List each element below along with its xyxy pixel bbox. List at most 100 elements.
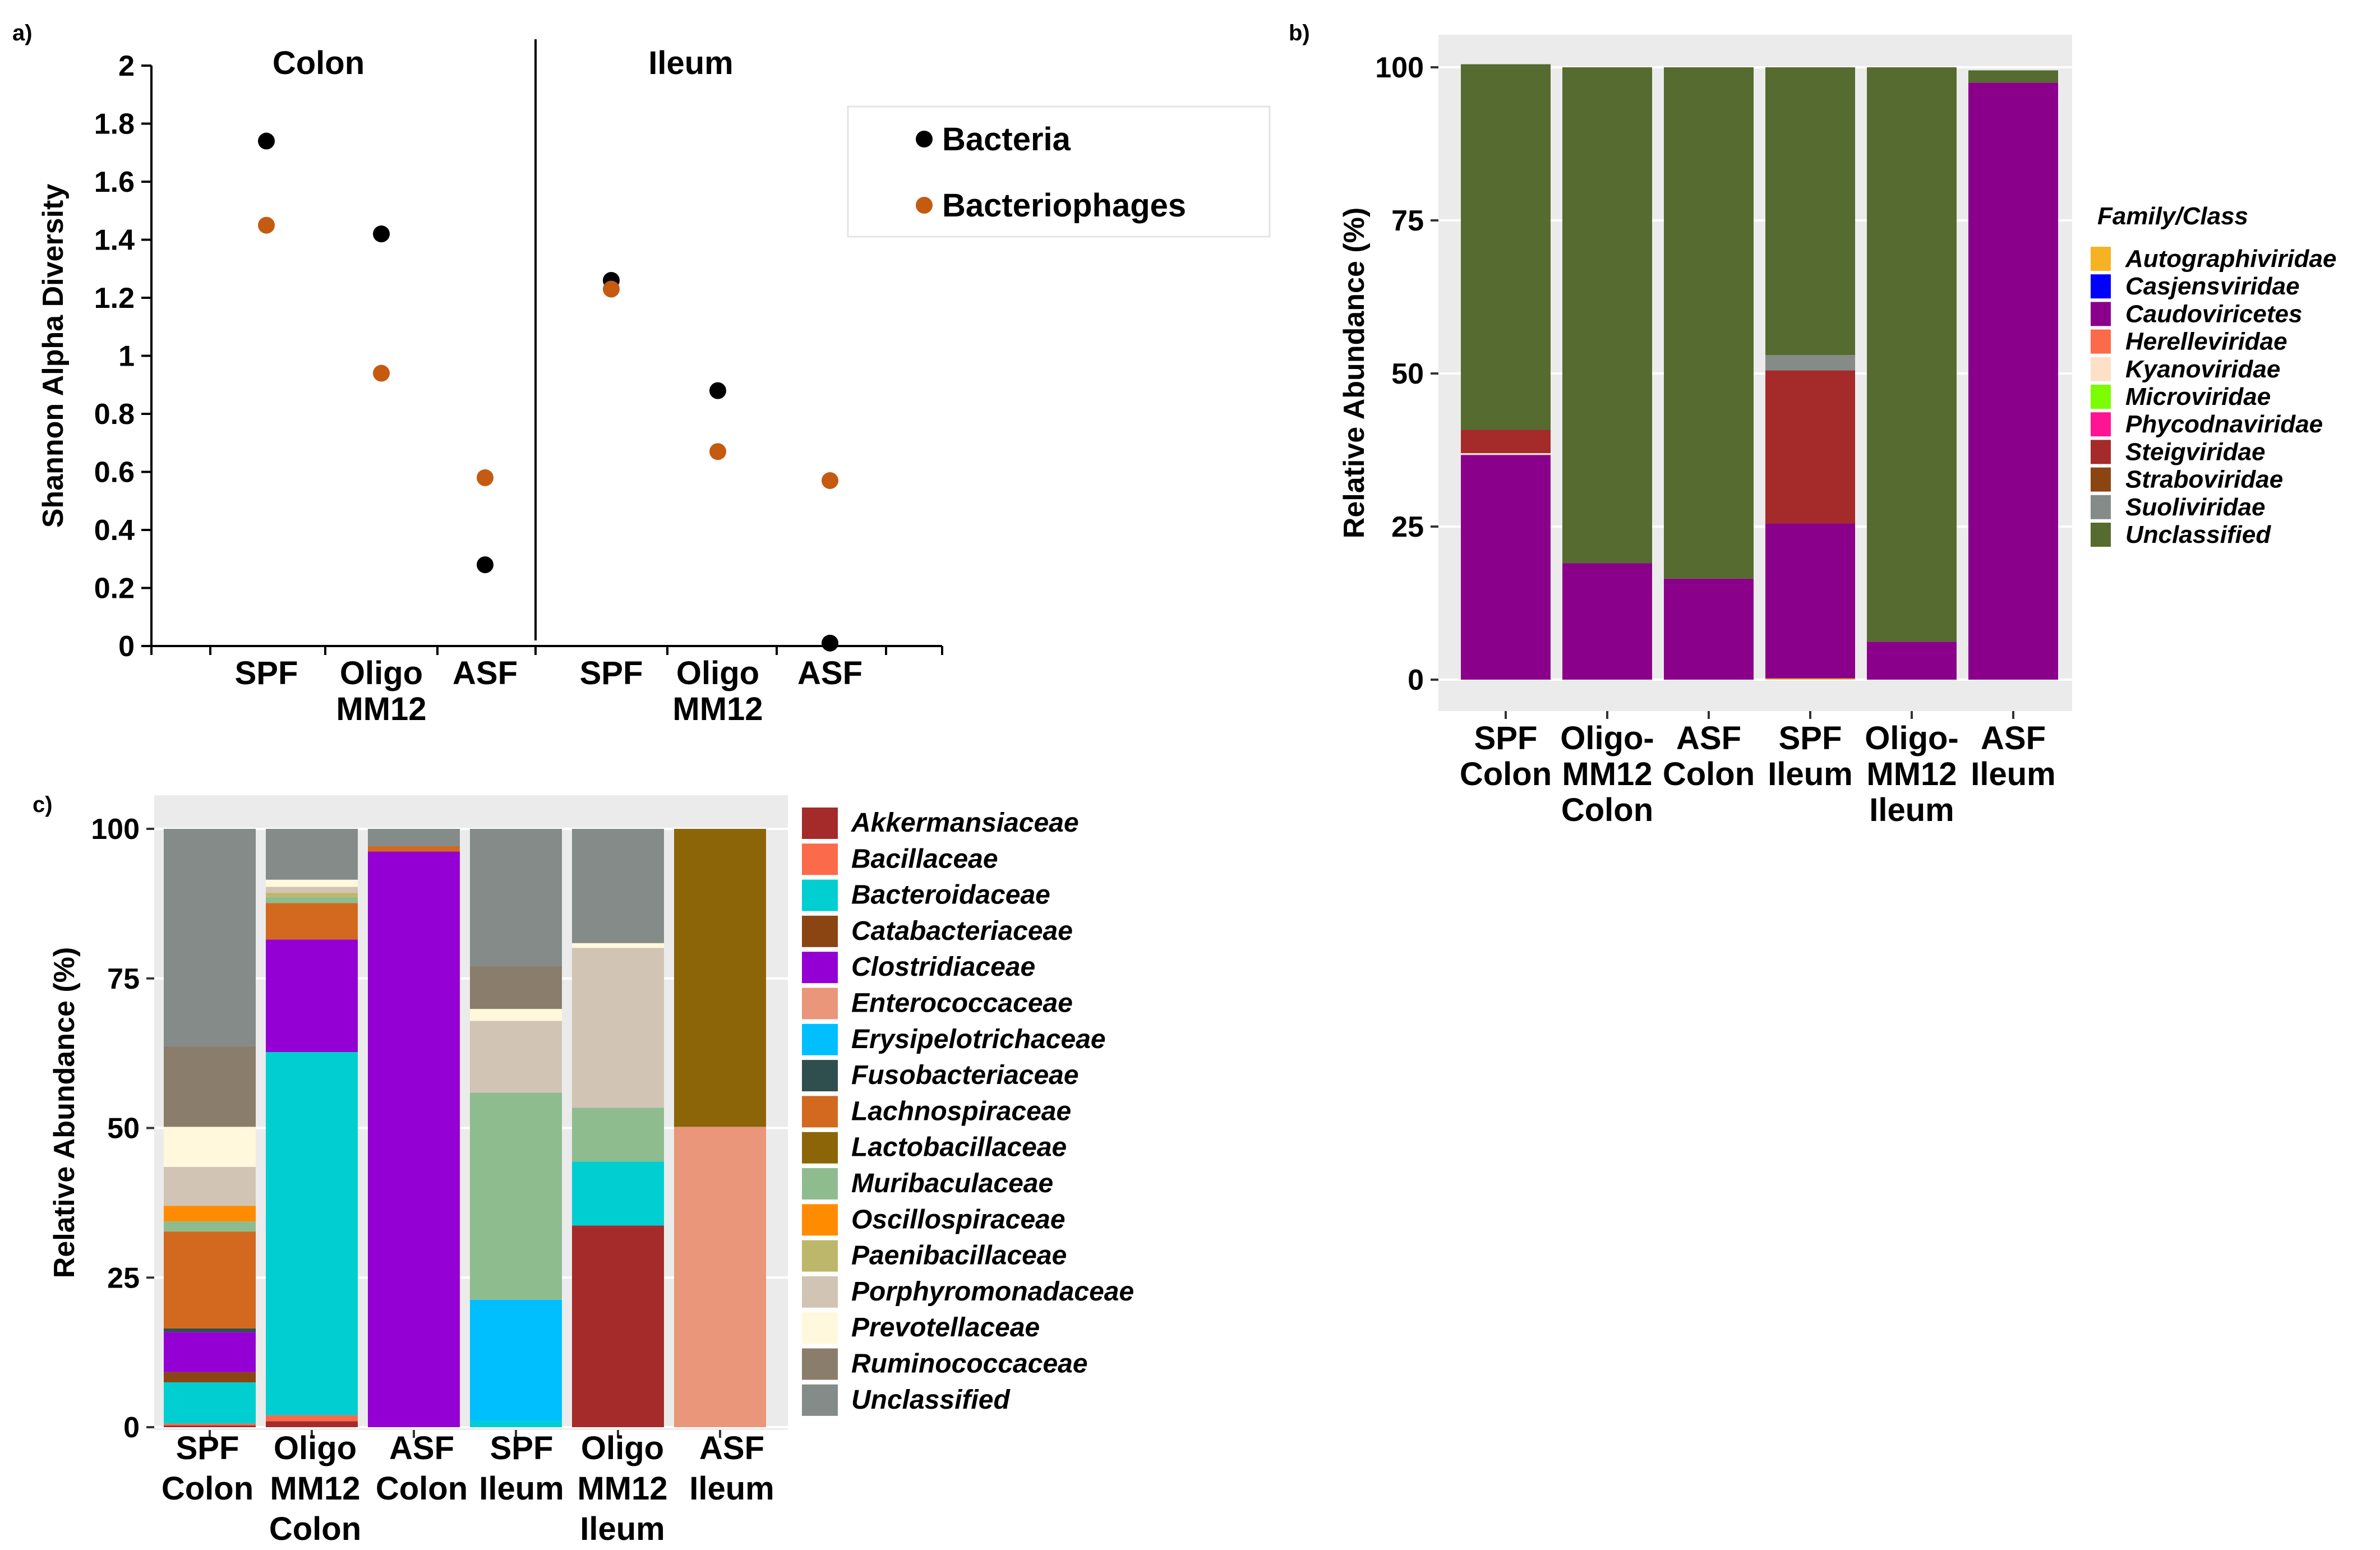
panel-b-y-axis-title: Relative Abundance (%): [1338, 207, 1371, 538]
panel-a-point-bacteriophages: [477, 469, 493, 486]
panel-b-bar-segment-unclassified: [1765, 67, 1855, 356]
panel-c-legend-label: Lachnospiraceae: [851, 1096, 1071, 1126]
panel-c-legend-label: Bacteroidaceae: [851, 880, 1050, 910]
panel-a-category-label: ASF: [453, 655, 518, 691]
panel-b-legend-swatch: [2091, 412, 2111, 437]
panel-c-category-label: Oligo: [274, 1430, 357, 1466]
panel-a-point-bacteria: [258, 132, 275, 150]
panel-c-bar-segment-catabacteriaceae: [164, 1372, 256, 1382]
panel-a-y-tick-label: 1.2: [94, 282, 135, 315]
panel-c-bar-segment-akkermansiaceae: [164, 1425, 256, 1427]
panel-c-bar-segment-paenibacillaceae: [266, 893, 358, 897]
panel-c-legend-label: Fusobacteriaceae: [851, 1060, 1079, 1090]
panel-b-bar-segment-autographiviridae: [1765, 678, 1855, 680]
panel-b-label: b): [1289, 21, 1310, 45]
panel-c-category-label: Ileum: [580, 1511, 665, 1547]
panel-a-point-bacteria: [709, 382, 726, 399]
panel-b-legend-swatch: [2091, 440, 2111, 464]
panel-b-bar-segment-unclassified: [1461, 64, 1551, 430]
panel-b-bar-segment-caudoviricetes: [1461, 455, 1551, 680]
panel-c-bar-segment-lachnospiraceae: [368, 846, 460, 852]
panel-c-legend-label: Ruminococcaceae: [851, 1349, 1088, 1379]
panel-b-legend-label: Steigviridae: [2125, 438, 2265, 465]
panel-a-y-tick-label: 0.6: [94, 456, 135, 489]
panel-c-bar-segment-lactobacillaceae: [674, 829, 766, 1127]
panel-c-legend-swatch: [802, 988, 838, 1020]
panel-c-legend-label: Catabacteriaceae: [851, 916, 1073, 946]
panel-c-bar-segment-unclassified: [164, 829, 256, 1046]
panel-c-category-label: MM12: [270, 1470, 360, 1507]
panel-c-legend-label: Porphyromonadaceae: [851, 1277, 1134, 1307]
panel-a-point-bacteriophages: [603, 280, 620, 298]
panel-b-bar-segment-steigviridae: [1765, 370, 1855, 524]
panel-b-legend-label: Kyanoviridae: [2125, 356, 2280, 383]
panel-c-legend-swatch: [802, 952, 838, 984]
panel-a-legend-box: [847, 105, 1271, 238]
panel-b-category-label: Ileum: [1869, 792, 1954, 828]
panel-b-legend-label: Suoliviridae: [2125, 493, 2265, 521]
panel-c-bar-segment-ruminococcaceae: [164, 1046, 256, 1127]
panel-c-bar-segment-prevotellaceae: [164, 1127, 256, 1167]
panel-c-bar-segment-fusobacteriaceae: [164, 1328, 256, 1332]
panel-c-bar-segment-prevotellaceae: [266, 879, 358, 887]
panel-c-bar-segment-porphyromonadaceae: [164, 1166, 256, 1206]
panel-c-category-label: SPF: [176, 1430, 239, 1466]
panel-c-category-label: SPF: [490, 1430, 554, 1466]
panel-c-bar-segment-clostridiaceae: [266, 939, 358, 1052]
panel-c-legend-swatch: [802, 879, 838, 911]
panel-b-y-tick-label: 50: [1391, 358, 1424, 390]
panel-b-category-label: Ileum: [1971, 756, 2056, 792]
panel-b-category-label: Colon: [1460, 756, 1552, 792]
panel-a-category-label: Oligo: [676, 655, 759, 691]
panel-c-bar-segment-muribaculaceae: [470, 1092, 562, 1300]
panel-c-bar-segment-clostridiaceae: [368, 851, 460, 1427]
panel-c-bar-segment-erysipelotrichaceae: [470, 1299, 562, 1422]
panel-c-bar-segment-porphyromonadaceae: [572, 948, 664, 1108]
panel-b-category-label: Colon: [1663, 756, 1755, 792]
panel-a-category-label: SPF: [580, 655, 643, 691]
panel-a-y-tick-label: 1: [118, 340, 135, 373]
panel-c-bar-segment-enterococcaceae: [674, 1127, 766, 1427]
panel-c-bar-segment-unclassified: [266, 829, 358, 880]
panel-c-legend-swatch: [802, 1240, 838, 1272]
panel-c-legend-label: Paenibacillaceae: [851, 1241, 1067, 1271]
panel-c-category-label: ASF: [699, 1430, 764, 1466]
panel-b-bar-segment-unclassified: [1562, 67, 1652, 564]
panel-b-legend-label: Straboviridae: [2125, 466, 2283, 493]
panel-a-y-tick-label: 1.6: [94, 166, 135, 199]
panel-a-y-tick-label: 0: [118, 630, 135, 663]
panel-b-legend-label: Caudoviricetes: [2125, 300, 2302, 327]
panel-c-legend-swatch: [802, 1060, 838, 1092]
panel-c-bar-segment-unclassified: [368, 829, 460, 846]
panel-c-bar-segment-lachnospiraceae: [266, 903, 358, 940]
panel-b-category-label: Oligo-: [1560, 720, 1654, 756]
panel-b-bar-segment-caudoviricetes: [1562, 563, 1652, 680]
panel-c-category-label: Oligo: [581, 1430, 664, 1466]
panel-b-bar-segment-caudoviricetes: [1765, 523, 1855, 679]
panel-c-bar-segment-bacillaceae: [266, 1415, 358, 1422]
panel-c-legend-label: Erysipelotrichaceae: [851, 1025, 1106, 1054]
panel-c-bar-segment-clostridiaceae: [164, 1332, 256, 1372]
panel-c-bar-segment-muribaculaceae: [266, 897, 358, 903]
panel-c-legend-swatch: [802, 1276, 838, 1308]
panel-b-legend-swatch: [2091, 385, 2111, 409]
panel-c-category-label: Ileum: [689, 1470, 774, 1507]
panel-b-category-label: SPF: [1474, 720, 1538, 756]
panel-c-category-label: Colon: [269, 1511, 361, 1547]
panel-c-bar-segment-bacteroidaceae: [470, 1421, 562, 1427]
panel-b-legend-swatch: [2091, 495, 2111, 519]
panel-c-bar-segment-bacillaceae: [164, 1423, 256, 1426]
panel-b-legend-label: Casjensviridae: [2125, 273, 2300, 300]
panel-c-bar-segment-bacteroidaceae: [266, 1051, 358, 1415]
panel-c-legend-label: Oscillospiraceae: [851, 1205, 1066, 1234]
panel-b-legend-label: Unclassified: [2125, 521, 2271, 548]
panel-b-legend-swatch: [2091, 467, 2111, 492]
panel-b-legend-label: Microviridae: [2125, 383, 2271, 410]
panel-a-category-label: SPF: [235, 655, 298, 691]
panel-c-bar-segment-akkermansiaceae: [572, 1225, 664, 1427]
panel-a-point-bacteria: [373, 225, 390, 243]
panel-b-bar-segment-unclassified: [1867, 67, 1957, 642]
panel-c-label: c): [33, 792, 53, 817]
panel-a-legend-label: Bacteria: [942, 121, 1071, 158]
